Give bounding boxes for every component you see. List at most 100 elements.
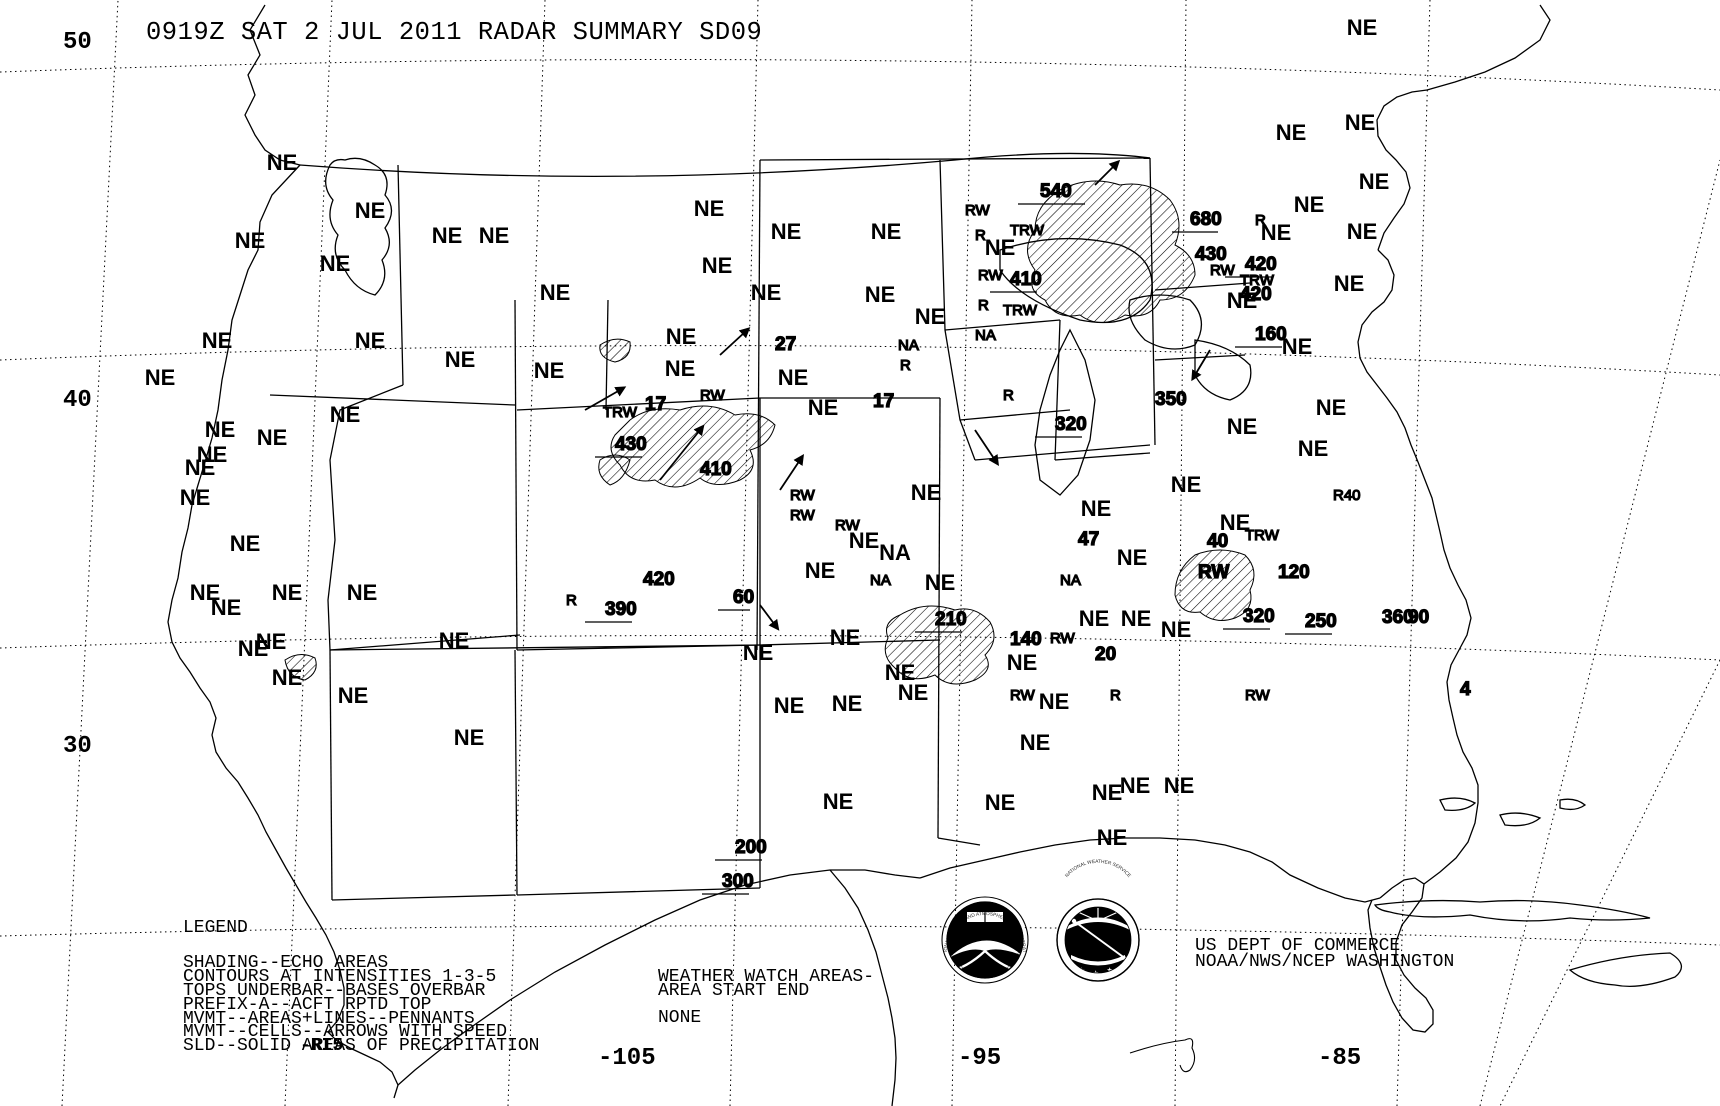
svg-text:NONE: NONE bbox=[658, 1008, 701, 1028]
svg-text:NE: NE bbox=[454, 725, 485, 750]
svg-text:NE: NE bbox=[743, 640, 774, 665]
svg-text:NE: NE bbox=[1227, 414, 1258, 439]
svg-text:NE: NE bbox=[238, 636, 269, 661]
svg-text:NE: NE bbox=[534, 358, 565, 383]
svg-text:NE: NE bbox=[1171, 472, 1202, 497]
svg-text:NA: NA bbox=[898, 337, 919, 354]
svg-text:NATIONAL WEATHER SERVICE: NATIONAL WEATHER SERVICE bbox=[1064, 859, 1132, 879]
svg-text:NE: NE bbox=[805, 558, 836, 583]
svg-text:4: 4 bbox=[1460, 679, 1471, 700]
svg-text:TRW: TRW bbox=[1003, 302, 1038, 319]
svg-text:RW: RW bbox=[1210, 262, 1236, 279]
svg-text:NE: NE bbox=[330, 402, 361, 427]
svg-text:NE: NE bbox=[1092, 780, 1123, 805]
svg-text:NE: NE bbox=[778, 365, 809, 390]
svg-text:300: 300 bbox=[722, 871, 754, 892]
svg-text:0919Z SAT 2 JUL 2011 RADAR SU: 0919Z SAT 2 JUL 2011 RADAR SUMMARY SD09 bbox=[146, 18, 762, 47]
svg-text:NE: NE bbox=[1347, 219, 1378, 244]
svg-text:RW: RW bbox=[790, 487, 816, 504]
svg-text:420: 420 bbox=[643, 569, 675, 590]
svg-text:NE: NE bbox=[1079, 606, 1110, 631]
svg-text:R: R bbox=[900, 357, 911, 374]
svg-text:NE: NE bbox=[1039, 689, 1070, 714]
svg-text:NE: NE bbox=[985, 790, 1016, 815]
svg-text:90: 90 bbox=[1408, 607, 1429, 628]
svg-text:120: 120 bbox=[1278, 562, 1310, 583]
svg-text:NE: NE bbox=[1294, 192, 1325, 217]
svg-text:R: R bbox=[566, 592, 577, 609]
svg-text:NE: NE bbox=[230, 531, 261, 556]
svg-text:NE: NE bbox=[871, 219, 902, 244]
svg-text:350: 350 bbox=[1155, 389, 1187, 410]
svg-text:NE: NE bbox=[479, 223, 510, 248]
svg-text:NE: NE bbox=[1220, 510, 1251, 535]
svg-text:NE: NE bbox=[830, 625, 861, 650]
svg-text:NE: NE bbox=[925, 570, 956, 595]
svg-text:R: R bbox=[1003, 387, 1014, 404]
svg-text:NE: NE bbox=[1316, 395, 1347, 420]
svg-text:NE: NE bbox=[355, 328, 386, 353]
svg-text:RW: RW bbox=[700, 387, 726, 404]
svg-text:40: 40 bbox=[63, 387, 92, 414]
svg-text:RW: RW bbox=[1245, 687, 1271, 704]
svg-text:NE: NE bbox=[1282, 334, 1313, 359]
svg-text:NE: NE bbox=[985, 235, 1016, 260]
svg-text:NE: NE bbox=[145, 365, 176, 390]
svg-text:NE: NE bbox=[1261, 220, 1292, 245]
svg-text:-95: -95 bbox=[958, 1045, 1001, 1072]
svg-text:NE: NE bbox=[832, 691, 863, 716]
svg-text:NE: NE bbox=[355, 198, 386, 223]
svg-text:NA: NA bbox=[1060, 572, 1081, 589]
svg-text:NE: NE bbox=[267, 150, 298, 175]
svg-text:NE: NE bbox=[320, 251, 351, 276]
svg-text:390: 390 bbox=[605, 599, 637, 620]
svg-text:NE: NE bbox=[665, 356, 696, 381]
svg-text:SLD--SOLID AREAS OF PRECIPITAT: SLD--SOLID AREAS OF PRECIPITATION bbox=[183, 1036, 539, 1056]
svg-text:NE: NE bbox=[823, 789, 854, 814]
svg-text:RW: RW bbox=[965, 202, 991, 219]
svg-text:★: ★ bbox=[1093, 970, 1099, 977]
svg-text:50: 50 bbox=[63, 29, 92, 56]
svg-text:NE: NE bbox=[1161, 617, 1192, 642]
svg-text:NE: NE bbox=[272, 580, 303, 605]
svg-text:NE: NE bbox=[1298, 436, 1329, 461]
svg-text:NE: NE bbox=[1347, 15, 1378, 40]
svg-text:NA: NA bbox=[879, 540, 911, 565]
svg-text:NE: NE bbox=[1081, 496, 1112, 521]
svg-text:NE: NE bbox=[202, 328, 233, 353]
svg-text:NE: NE bbox=[540, 280, 571, 305]
svg-text:NE: NE bbox=[1334, 271, 1365, 296]
svg-text:NE: NE bbox=[885, 660, 916, 685]
svg-text:-RI5: -RI5 bbox=[300, 1036, 343, 1056]
svg-text:60: 60 bbox=[733, 587, 754, 608]
svg-text:NE: NE bbox=[1345, 110, 1376, 135]
svg-text:NOAA/NWS/NCEP WASHINGTON: NOAA/NWS/NCEP WASHINGTON bbox=[1195, 952, 1454, 972]
svg-text:320: 320 bbox=[1055, 414, 1087, 435]
svg-text:-105: -105 bbox=[598, 1045, 656, 1072]
svg-text:NE: NE bbox=[751, 280, 782, 305]
svg-text:NE: NE bbox=[338, 683, 369, 708]
svg-text:NA: NA bbox=[870, 572, 891, 589]
svg-text:30: 30 bbox=[63, 733, 92, 760]
svg-text:NE: NE bbox=[1164, 773, 1195, 798]
svg-text:RW: RW bbox=[1050, 630, 1076, 647]
svg-text:NE: NE bbox=[808, 395, 839, 420]
svg-text:NE: NE bbox=[915, 304, 946, 329]
svg-text:NE: NE bbox=[1276, 120, 1307, 145]
svg-text:NE: NE bbox=[439, 628, 470, 653]
svg-text:17: 17 bbox=[873, 391, 894, 412]
svg-text:R40: R40 bbox=[1333, 487, 1361, 504]
svg-text:NE: NE bbox=[1020, 730, 1051, 755]
svg-text:R: R bbox=[1110, 687, 1121, 704]
svg-text:NE: NE bbox=[272, 665, 303, 690]
svg-text:AREA START END: AREA START END bbox=[658, 981, 809, 1001]
svg-text:NE: NE bbox=[180, 485, 211, 510]
svg-text:NE: NE bbox=[185, 455, 216, 480]
svg-text:NE: NE bbox=[849, 528, 880, 553]
svg-text:680: 680 bbox=[1190, 209, 1222, 230]
svg-text:NE: NE bbox=[666, 324, 697, 349]
svg-text:NE: NE bbox=[865, 282, 896, 307]
svg-text:NE: NE bbox=[1359, 169, 1390, 194]
svg-text:250: 250 bbox=[1305, 611, 1337, 632]
svg-text:NE: NE bbox=[1097, 825, 1128, 850]
